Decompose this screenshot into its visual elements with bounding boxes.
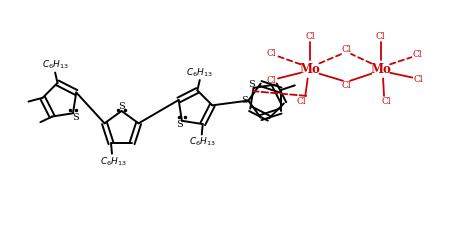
Text: Cl: Cl <box>341 81 351 90</box>
Text: Cl: Cl <box>297 96 306 105</box>
Text: Cl: Cl <box>266 50 276 59</box>
Text: S: S <box>176 120 183 129</box>
Text: S: S <box>241 96 248 105</box>
Text: S: S <box>72 113 79 122</box>
Text: Cl: Cl <box>376 32 385 41</box>
Text: Cl: Cl <box>341 45 351 54</box>
Text: Cl: Cl <box>382 96 391 105</box>
Text: Mo: Mo <box>300 63 320 76</box>
Text: Cl: Cl <box>414 75 423 84</box>
Text: $C_6H_{13}$: $C_6H_{13}$ <box>189 136 216 148</box>
Text: Cl: Cl <box>305 32 315 41</box>
Text: Mo: Mo <box>370 63 391 76</box>
Text: Cl: Cl <box>413 50 422 59</box>
Text: $C_6H_{13}$: $C_6H_{13}$ <box>186 66 213 79</box>
Text: Cl: Cl <box>266 76 276 85</box>
Text: $C_6H_{13}$: $C_6H_{13}$ <box>42 59 69 71</box>
Text: S: S <box>118 102 125 111</box>
Text: S: S <box>248 80 255 89</box>
Text: $C_6H_{13}$: $C_6H_{13}$ <box>100 155 127 168</box>
